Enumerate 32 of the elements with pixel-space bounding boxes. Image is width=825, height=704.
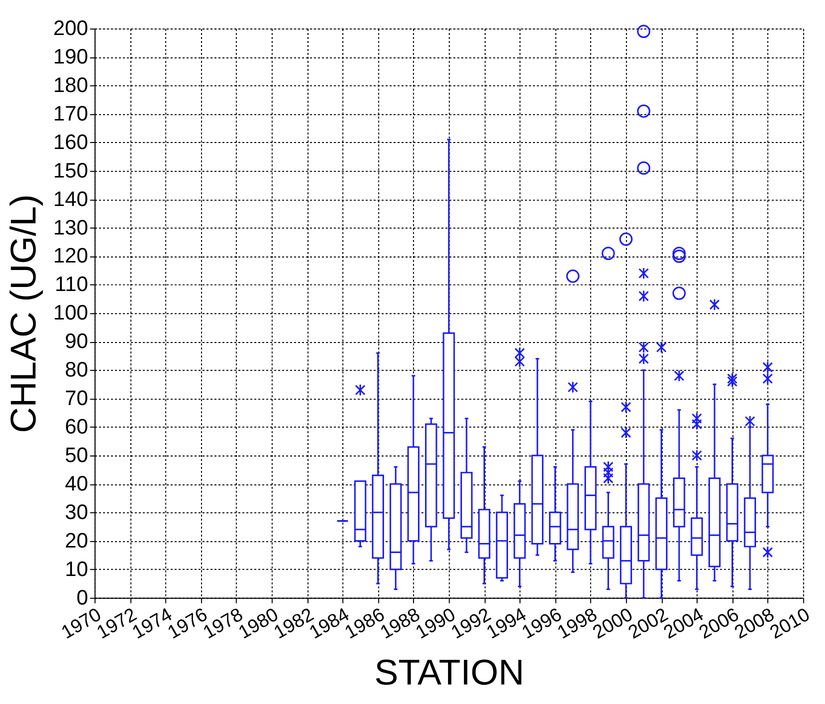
y-tick-label: 140 (53, 188, 88, 211)
point (672, 286, 686, 300)
point (637, 24, 650, 38)
y-tick-label: 150 (53, 159, 88, 182)
y-tick-label: 180 (53, 74, 88, 97)
y-tick-label: 10 (64, 558, 88, 581)
y-tick-label: 160 (53, 130, 88, 154)
point (672, 246, 686, 260)
y-tick-label: 170 (53, 102, 88, 126)
y-tick-label: 30 (64, 500, 88, 524)
point (566, 270, 580, 283)
y-tick-label: 110 (54, 273, 88, 296)
y-tick-label: 120 (53, 244, 88, 268)
y-tick-label: 20 (64, 529, 88, 552)
y-tick-label: 40 (64, 472, 88, 496)
point (602, 246, 615, 260)
y-tick-label: 0 (76, 586, 88, 610)
y-tick-label: 50 (64, 444, 88, 467)
point (637, 161, 650, 175)
y-tick-label: 90 (64, 330, 88, 354)
y-axis-title: CHLAC (UG/L) (3, 194, 44, 434)
y-tick-label: 60 (64, 415, 88, 438)
y-tick-label: 100 (53, 302, 88, 325)
y-tick-label: 70 (64, 387, 88, 410)
point (619, 232, 633, 246)
y-tick-label: 190 (53, 45, 88, 68)
y-tick-label: 130 (53, 216, 88, 240)
x-axis-title: STATION (374, 652, 524, 692)
point (637, 104, 650, 118)
point (672, 250, 686, 263)
y-tick-label: 200 (53, 17, 88, 40)
y-tick-label: 80 (64, 358, 88, 382)
